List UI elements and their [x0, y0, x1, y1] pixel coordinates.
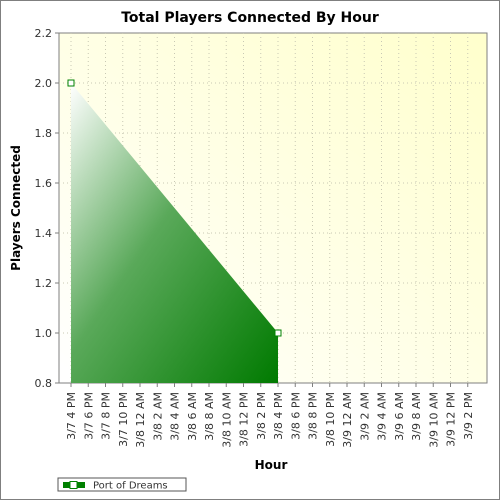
data-point: [67, 79, 75, 87]
x-tick-label: 3/9 10 AM: [427, 392, 440, 448]
y-tick-label: 1.2: [35, 277, 53, 290]
x-tick-label: 3/8 12 PM: [238, 392, 251, 447]
y-axis: 0.8 1.0 1.2 1.4 1.6 1.8 2.0 2.2: [35, 27, 59, 390]
x-tick-label: 3/7 8 PM: [100, 392, 113, 440]
series-points: [67, 79, 282, 337]
y-tick-label: 2.2: [35, 27, 53, 40]
x-tick-label: 3/8 6 PM: [289, 392, 302, 440]
x-tick-label: 3/8 2 AM: [151, 392, 164, 441]
y-tick-label: 1.0: [35, 327, 53, 340]
x-tick-label: 3/9 2 AM: [358, 392, 371, 441]
legend: Port of Dreams: [57, 477, 187, 492]
y-tick-label: 1.8: [35, 127, 53, 140]
chart-title: Total Players Connected By Hour: [121, 10, 379, 26]
x-axis: 3/7 4 PM 3/7 6 PM 3/7 8 PM 3/7 10 PM 3/8 12 …: [65, 383, 475, 448]
x-tick-label: 3/8 8 PM: [307, 392, 320, 440]
y-tick-label: 1.6: [35, 177, 53, 190]
x-tick-label: 3/8 8 AM: [203, 392, 216, 441]
x-tick-label: 3/7 10 PM: [117, 392, 130, 447]
grid: [59, 33, 487, 383]
x-tick-label: 3/8 12 AM: [134, 392, 147, 448]
x-tick-label: 3/8 4 AM: [169, 392, 182, 441]
x-tick-label: 3/8 6 AM: [186, 392, 199, 441]
y-axis-label: Players Connected: [9, 145, 23, 271]
series-area: [71, 83, 278, 383]
x-tick-label: 3/9 8 AM: [410, 392, 423, 441]
x-tick-label: 3/7 4 PM: [65, 392, 78, 440]
x-tick-label: 3/9 4 AM: [376, 392, 389, 441]
x-tick-label: 3/8 10 AM: [220, 392, 233, 448]
x-tick-label: 3/8 4 PM: [272, 392, 285, 440]
legend-entry-port-of-dreams: Port of Dreams: [93, 481, 168, 492]
area-port-of-dreams: [71, 83, 278, 383]
x-tick-label: 3/9 6 AM: [393, 392, 406, 441]
y-tick-label: 0.8: [35, 377, 53, 390]
data-point: [274, 329, 282, 337]
x-tick-label: 3/7 6 PM: [82, 392, 95, 440]
y-tick-label: 2.0: [35, 77, 53, 90]
x-tick-label: 3/8 2 PM: [255, 392, 268, 440]
x-tick-label: 3/8 10 PM: [324, 392, 337, 447]
legend-marker: [69, 481, 78, 489]
y-tick-label: 1.4: [35, 227, 53, 240]
x-tick-label: 3/9 2 PM: [462, 392, 475, 440]
legend-box: [57, 477, 187, 492]
x-tick-label: 3/9 12 PM: [445, 392, 458, 447]
x-axis-label: Hour: [255, 458, 288, 472]
x-tick-label: 3/9 12 AM: [341, 392, 354, 448]
